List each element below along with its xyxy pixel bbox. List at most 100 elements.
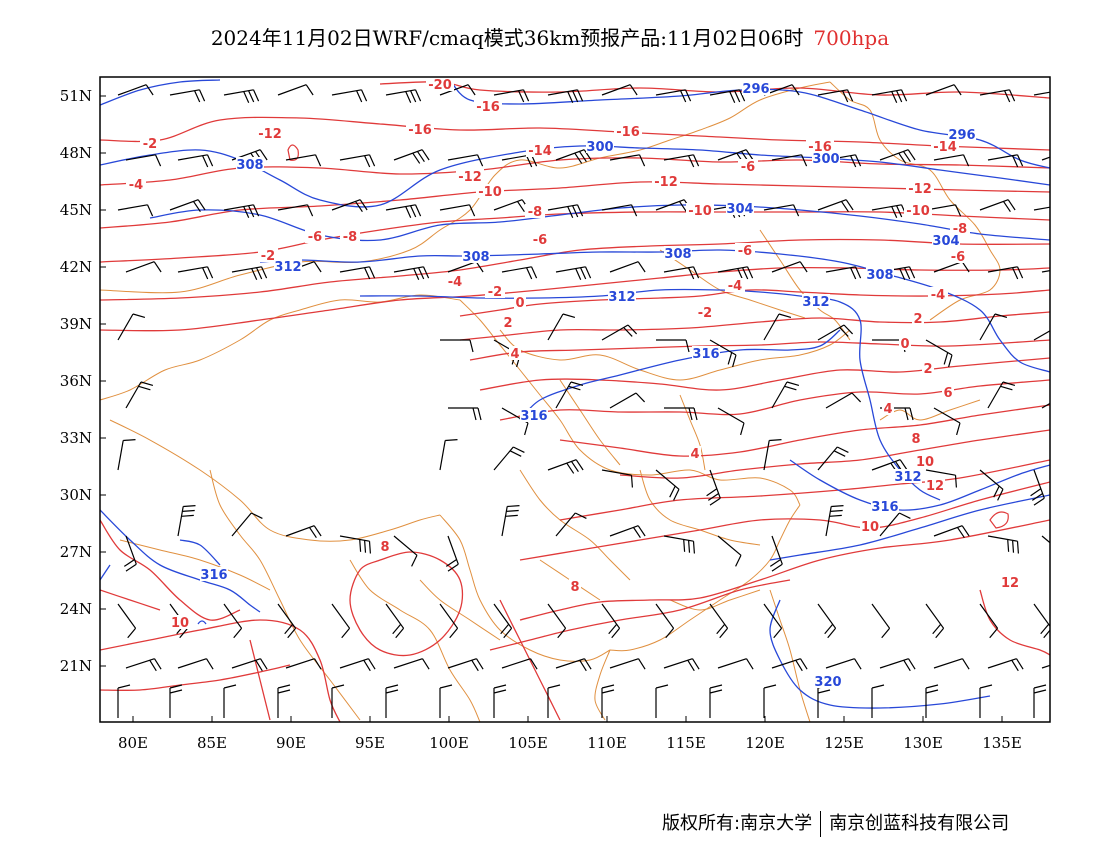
wind-barb <box>339 535 371 554</box>
wind-barb <box>933 525 970 539</box>
wind-barb <box>871 459 908 474</box>
wind-barb <box>493 89 530 103</box>
wind-barb <box>925 603 945 639</box>
wind-barb <box>825 392 862 409</box>
wind-barb <box>547 603 567 639</box>
wind-barb <box>987 266 1024 280</box>
wind-barb <box>385 603 405 639</box>
wind-barb <box>655 603 675 639</box>
temperature-label: 8 <box>570 580 579 595</box>
wind-barb <box>1033 684 1047 718</box>
height-label: 308 <box>866 268 893 283</box>
wind-barb <box>825 266 862 280</box>
copyright-left: 版权所有:南京大学 <box>662 813 813 834</box>
wind-barb <box>763 204 800 217</box>
wind-barb <box>817 324 854 341</box>
wind-barb <box>817 199 854 213</box>
copyright-right: 南京创蓝科技有限公司 <box>829 813 1010 834</box>
temperature-contour <box>249 639 271 721</box>
height-contour <box>789 459 1050 511</box>
lat-label: 51N <box>60 87 92 105</box>
label-halo <box>950 221 970 235</box>
boundary-line <box>639 469 761 546</box>
wind-barb <box>879 149 916 164</box>
wind-barb <box>125 154 162 167</box>
wind-barb <box>117 313 146 341</box>
temperature-label: -6 <box>951 250 965 265</box>
height-label: 312 <box>608 290 635 305</box>
height-label: 300 <box>812 152 839 167</box>
wind-barb <box>871 684 885 718</box>
wind-barb <box>177 266 214 280</box>
wind-barb <box>339 266 376 280</box>
wind-barb <box>385 684 399 718</box>
height-label: 296 <box>742 82 769 97</box>
wind-barb <box>879 658 916 672</box>
wind-barb <box>979 469 1004 501</box>
wind-barb <box>339 154 376 168</box>
temperature-label: -12 <box>908 182 932 197</box>
label-halo <box>871 499 899 513</box>
wind-barb <box>501 658 538 670</box>
wind-barb <box>445 535 459 572</box>
wind-barb <box>125 658 162 672</box>
wind-barb <box>933 407 961 436</box>
label-halo <box>586 139 614 153</box>
footer-divider <box>820 811 822 837</box>
wind-barb <box>609 392 646 409</box>
wind-barb <box>1041 664 1050 669</box>
label-halo <box>742 81 770 95</box>
temperature-contours <box>100 81 1050 722</box>
temperature-label: -16 <box>616 125 640 140</box>
wind-barb <box>393 149 430 164</box>
temperature-label: 12 <box>926 479 944 494</box>
wind-barb <box>769 535 783 572</box>
temperature-label: -6 <box>533 233 547 248</box>
label-halo <box>806 139 834 153</box>
label-halo <box>456 169 484 183</box>
wind-barb <box>601 603 621 639</box>
wind-barb <box>817 603 837 639</box>
wind-barb <box>448 407 482 421</box>
boundary-line <box>109 419 441 542</box>
temperature-label: 4 <box>883 402 892 417</box>
label-halo <box>256 126 284 140</box>
wind-barb <box>987 658 1024 672</box>
wind-barb <box>177 658 214 670</box>
wind-barb <box>925 684 939 718</box>
lon-label: 135E <box>982 734 1022 752</box>
wind-barb <box>277 204 314 217</box>
temperature-contour <box>559 404 1050 457</box>
wind-barb <box>447 261 484 273</box>
wind-barb <box>706 469 721 506</box>
temperature-contour <box>349 551 464 657</box>
lat-label: 33N <box>60 429 92 447</box>
height-label: 308 <box>462 250 489 265</box>
height-label: 300 <box>586 140 613 155</box>
wind-barb <box>439 603 459 639</box>
temperature-label: 4 <box>690 447 699 462</box>
temperature-label: -12 <box>258 127 282 142</box>
wind-barb <box>177 154 214 168</box>
wind-barb <box>285 658 322 670</box>
label-halo <box>445 274 465 288</box>
wind-barb <box>979 89 1016 103</box>
height-label: 312 <box>894 470 921 485</box>
lon-label: 80E <box>118 734 148 752</box>
temperature-label: 2 <box>503 316 512 331</box>
lon-label: 125E <box>824 734 864 752</box>
temperature-contour <box>379 81 1050 99</box>
label-halo <box>608 289 636 303</box>
label-halo <box>906 181 934 195</box>
temperature-contour <box>989 511 1009 529</box>
label-halo <box>526 143 554 157</box>
wind-barb <box>439 84 476 96</box>
label-halo <box>530 232 550 246</box>
wind-barb <box>655 469 680 501</box>
wind-barb <box>663 658 700 672</box>
height-label: 320 <box>814 675 841 690</box>
label-halo <box>406 122 434 136</box>
map-frame <box>99 76 1051 723</box>
wind-barbs <box>117 84 1050 718</box>
wind-barb <box>447 658 484 672</box>
